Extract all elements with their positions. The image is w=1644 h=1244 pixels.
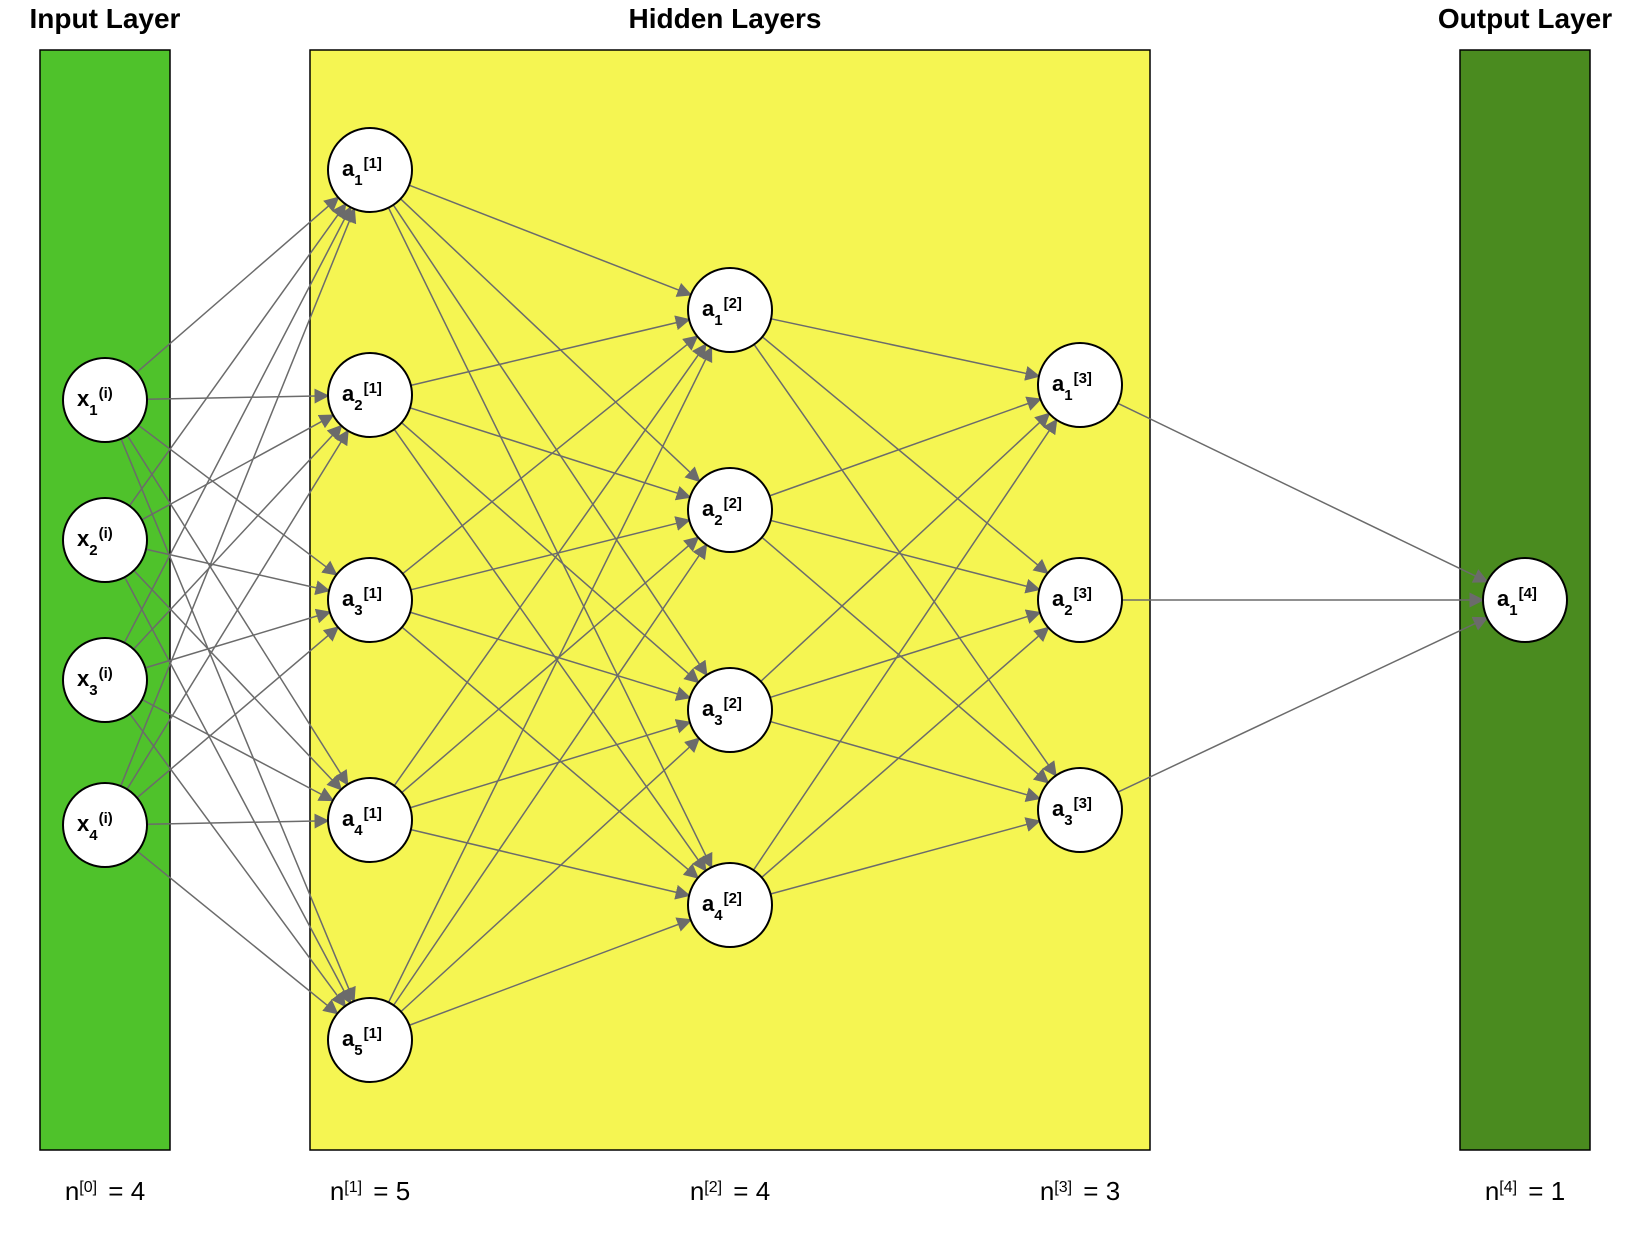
edge <box>145 612 330 668</box>
nn-svg: Input Layer Hidden Layers Output Layer x1(i… <box>0 0 1644 1244</box>
edge <box>147 396 328 399</box>
node-L2-2: a3[2] <box>688 668 772 752</box>
node-L2-1: a2[2] <box>688 468 772 552</box>
node-L3-0: a1[3] <box>1038 343 1122 427</box>
hidden-panel <box>310 50 1150 1150</box>
node-L1-3: a4[1] <box>328 778 412 862</box>
node-L1-4: a5[1] <box>328 998 412 1082</box>
node-L2-3: a4[2] <box>688 863 772 947</box>
node-L1-0: a1[1] <box>328 128 412 212</box>
layer-size-label-0: n[0] = 4 <box>65 1176 145 1206</box>
node-L1-2: a3[1] <box>328 558 412 642</box>
layer-L4: a1[4] <box>1483 558 1567 642</box>
input-title: Input Layer <box>30 3 181 34</box>
node-L0-0: x1(i) <box>63 358 147 442</box>
neural-network-diagram: Input Layer Hidden Layers Output Layer x1(i… <box>0 0 1644 1244</box>
edge <box>1118 618 1487 792</box>
layer-size-label-3: n[3] = 3 <box>1040 1176 1120 1206</box>
edge <box>1118 403 1487 581</box>
node-L0-2: x3(i) <box>63 638 147 722</box>
node-L0-3: x4(i) <box>63 783 147 867</box>
layer-size-label-2: n[2] = 4 <box>690 1176 770 1206</box>
node-L3-1: a2[3] <box>1038 558 1122 642</box>
node-L2-0: a1[2] <box>688 268 772 352</box>
edge <box>146 549 329 590</box>
input-panel <box>40 50 170 1150</box>
output-title: Output Layer <box>1438 3 1612 34</box>
node-L1-1: a2[1] <box>328 353 412 437</box>
layer-size-label-1: n[1] = 5 <box>330 1176 410 1206</box>
node-L4-0: a1[4] <box>1483 558 1567 642</box>
node-L3-2: a3[3] <box>1038 768 1122 852</box>
hidden-title: Hidden Layers <box>629 3 822 34</box>
node-L0-1: x2(i) <box>63 498 147 582</box>
layer-size-label-4: n[4] = 1 <box>1485 1176 1565 1206</box>
edge <box>147 821 328 824</box>
